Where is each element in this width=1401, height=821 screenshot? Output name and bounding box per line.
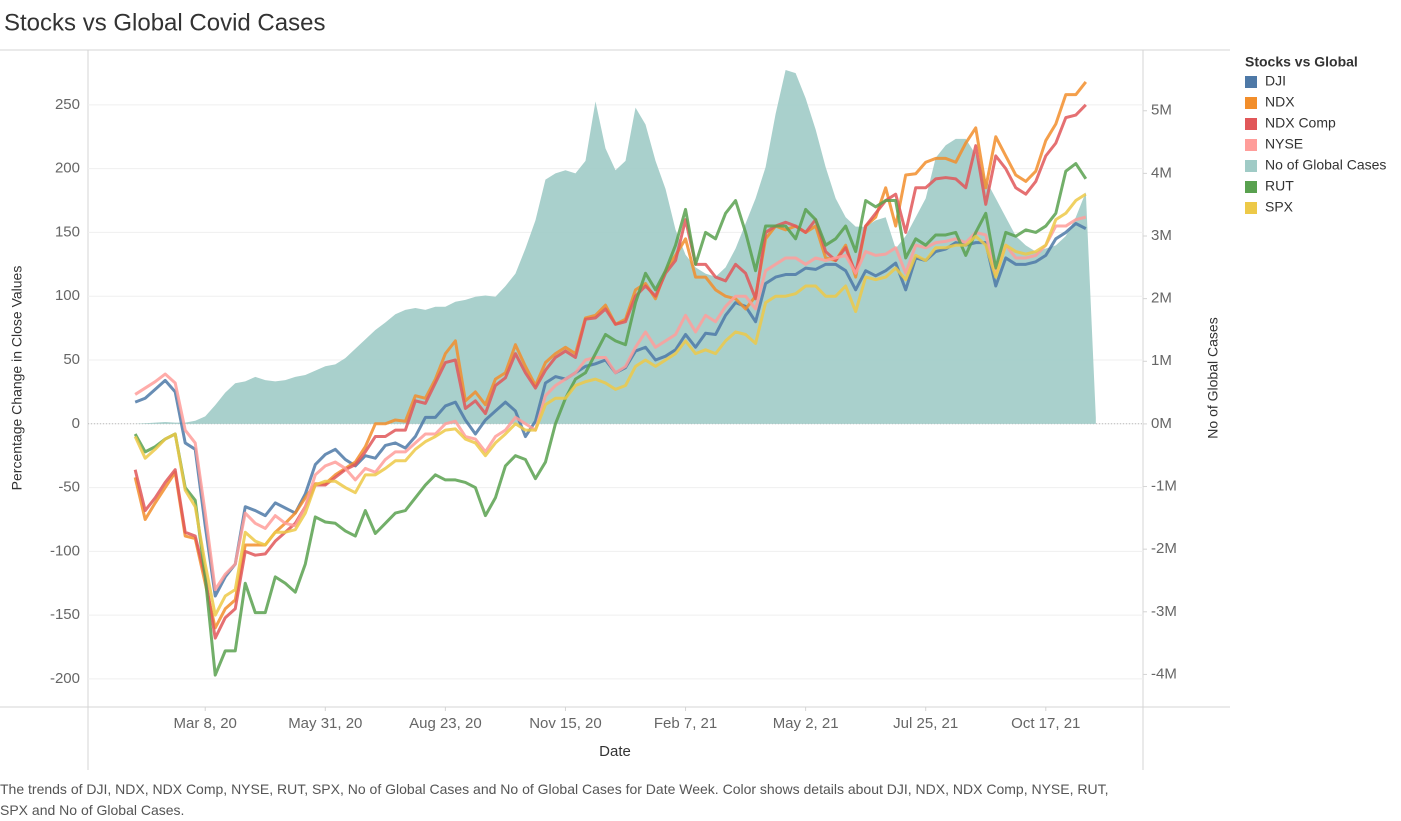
legend-label[interactable]: NDX Comp [1265,115,1336,131]
legend-label[interactable]: NYSE [1265,136,1303,152]
x-tick-label: Mar 8, 20 [174,715,237,732]
legend-label[interactable]: NDX [1265,94,1295,110]
legend-swatch[interactable] [1245,76,1257,88]
y-tick-label: 150 [55,223,80,240]
x-tick-label: Oct 17, 21 [1011,715,1080,732]
legend-swatch[interactable] [1245,97,1257,109]
legend-swatch[interactable] [1245,118,1257,130]
legend-swatch[interactable] [1245,202,1257,214]
legend-swatch[interactable] [1245,139,1257,151]
legend-label[interactable]: SPX [1265,199,1294,215]
y2-tick-label: 1M [1151,352,1172,369]
y2-tick-label: 4M [1151,164,1172,181]
legend-label[interactable]: No of Global Cases [1265,157,1386,173]
legend-label[interactable]: DJI [1265,73,1286,89]
y-tick-label: -100 [50,542,80,559]
y-tick-label: 0 [72,415,80,432]
y-tick-label: 250 [55,96,80,113]
x-axis-title: Date [599,743,631,760]
x-tick-label: Aug 23, 20 [409,715,482,732]
x-tick-label: May 2, 21 [773,715,839,732]
x-tick-label: May 31, 20 [288,715,362,732]
y2-tick-label: 3M [1151,227,1172,244]
area [135,70,1096,424]
y2-tick-label: -2M [1151,540,1177,557]
y-tick-label: -50 [58,479,80,496]
x-tick-label: Feb 7, 21 [654,715,717,732]
y2-axis-title: No of Global Cases [1205,317,1221,438]
y2-tick-label: -1M [1151,478,1177,495]
y2-tick-label: 0M [1151,415,1172,432]
line [133,192,1087,617]
legend-title: Stocks vs Global [1245,54,1358,70]
caption: The trends of DJI, NDX, NDX Comp, NYSE, … [0,781,1109,818]
legend-label[interactable]: RUT [1265,178,1294,194]
y-axis-title: Percentage Change in Close Values [9,266,25,491]
y2-tick-label: 5M [1151,102,1172,119]
chart: Stocks vs Global Covid Cases Date Percen… [0,9,1386,770]
x-tick-label: Jul 25, 21 [893,715,958,732]
chart-title: Stocks vs Global Covid Cases [4,9,325,36]
line [134,215,1087,592]
legend-swatch[interactable] [1245,160,1257,172]
y-tick-label: -200 [50,670,80,687]
line [133,162,1088,677]
y2-tick-label: -4M [1151,665,1177,682]
y-tick-label: -150 [50,606,80,623]
y2-tick-label: 2M [1151,290,1172,307]
y2-tick-label: -3M [1151,603,1177,620]
legend-swatch[interactable] [1245,181,1257,193]
y-tick-label: 50 [63,351,80,368]
y-tick-label: 100 [55,287,80,304]
y-tick-label: 200 [55,160,80,177]
x-tick-label: Nov 15, 20 [529,715,602,732]
